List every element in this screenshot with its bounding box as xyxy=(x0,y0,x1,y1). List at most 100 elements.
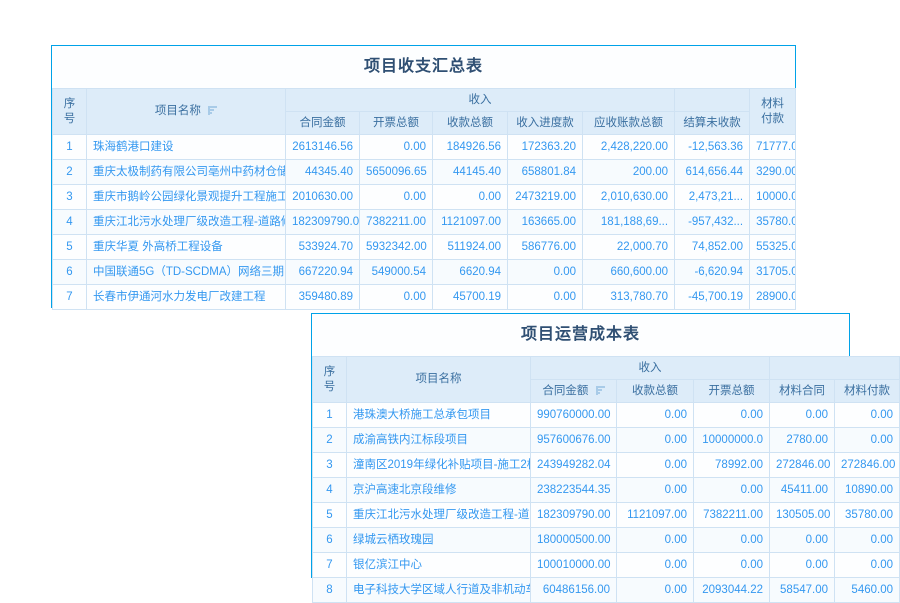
cell-material-contract: 130505.00 xyxy=(769,502,835,528)
table-row[interactable]: 6 绿城云栖玫瑰园 180000500.00 0.00 0.00 0.00 0.… xyxy=(312,527,900,553)
cell-invoice-total: 7382211.00 xyxy=(359,209,433,235)
table-two-group-header-row: 序号 项目名称 收入 xyxy=(312,356,900,403)
project-operating-cost-card: 项目运营成本表 序号 项目名称 收入 合同金额 收款总额 xyxy=(311,313,900,603)
cell-material-payment: 71777.00 xyxy=(749,134,797,160)
cell-project-name[interactable]: 绿城云栖玫瑰园 xyxy=(346,527,531,553)
cell-project-name[interactable]: 京沪高速北京段维修 xyxy=(346,477,531,503)
table-row[interactable]: 7 长春市伊通河水力发电厂改建工程 359480.89 0.00 45700.1… xyxy=(52,284,797,310)
cell-contract-amount: 180000500.00 xyxy=(530,527,617,553)
cell-project-name[interactable]: 重庆江北污水处理厂级改造工程-道路修复 xyxy=(346,502,531,528)
th-settled-unreceived[interactable]: 结算未收款 xyxy=(674,111,751,135)
cell-project-name[interactable]: 重庆江北污水处理厂级改造工程-道路修复工 xyxy=(86,209,286,235)
cell-contract-amount: 100010000.00 xyxy=(530,552,617,578)
th-project-name[interactable]: 项目名称 xyxy=(346,356,531,403)
cell-contract-amount: 243949282.04 xyxy=(530,452,617,478)
cell-seq: 4 xyxy=(312,477,347,503)
th-invoice-total[interactable]: 开票总额 xyxy=(693,379,770,403)
table-row[interactable]: 4 重庆江北污水处理厂级改造工程-道路修复工 182309790.0 73822… xyxy=(52,209,797,235)
table-row[interactable]: 1 珠海鹤港口建设 2613146.56 0.00 184926.56 1723… xyxy=(52,134,797,160)
cell-project-name[interactable]: 电子科技大学区域人行道及非机动车道工 xyxy=(346,577,531,603)
cell-material-payment: 0.00 xyxy=(834,552,900,578)
cell-project-name[interactable]: 成渝高铁内江标段项目 xyxy=(346,427,531,453)
table-row[interactable]: 4 京沪高速北京段维修 238223544.35 0.00 0.00 45411… xyxy=(312,477,900,503)
cell-contract-amount: 2010630.00 xyxy=(285,184,360,210)
project-income-expense-summary-card: 项目收支汇总表 序号 项目名称 收入 材料付款 xyxy=(51,45,797,310)
cell-project-name[interactable]: 长春市伊通河水力发电厂改建工程 xyxy=(86,284,286,310)
cell-project-name[interactable]: 重庆华夏 外高桥工程设备 xyxy=(86,234,286,260)
th-seq[interactable]: 序号 xyxy=(52,88,87,135)
cell-income-progress: 658801.84 xyxy=(507,159,583,185)
th-contract-amount-label: 合同金额 xyxy=(542,385,589,397)
th-project-name[interactable]: 项目名称 xyxy=(86,88,286,135)
table-row[interactable]: 1 港珠澳大桥施工总承包项目 990760000.00 0.00 0.00 0.… xyxy=(312,402,900,428)
cell-seq: 2 xyxy=(312,427,347,453)
cell-seq: 4 xyxy=(52,209,87,235)
cell-invoice-total: 0.00 xyxy=(693,552,770,578)
cell-settled-unreceived: 614,656.44 xyxy=(674,159,751,185)
cell-material-contract: 2780.00 xyxy=(769,427,835,453)
cell-receipt-total: 45700.19 xyxy=(432,284,508,310)
cell-receipt-total: 6620.94 xyxy=(432,259,508,285)
th-material-contract[interactable]: 材料合同 xyxy=(769,379,835,403)
cell-contract-amount: 182309790.0 xyxy=(285,209,360,235)
table-one-title: 项目收支汇总表 xyxy=(52,46,795,88)
cell-income-progress: 163665.00 xyxy=(507,209,583,235)
cell-settled-unreceived: -957,432... xyxy=(674,209,751,235)
cell-project-name[interactable]: 珠海鹤港口建设 xyxy=(86,134,286,160)
th-group-blank-material xyxy=(769,356,900,380)
table-row[interactable]: 8 电子科技大学区域人行道及非机动车道工 60486156.00 0.00 20… xyxy=(312,577,900,603)
cell-project-name[interactable]: 银亿滨江中心 xyxy=(346,552,531,578)
table-row[interactable]: 6 中国联通5G（TD-SCDMA）网络三期四川] 667220.94 5490… xyxy=(52,259,797,285)
cell-seq: 5 xyxy=(312,502,347,528)
th-material-payment[interactable]: 材料付款 xyxy=(834,379,900,403)
th-contract-amount[interactable]: 合同金额 xyxy=(285,111,360,135)
cell-material-payment: 55325.00 xyxy=(749,234,797,260)
table-row[interactable]: 3 潼南区2019年绿化补贴项目-施工2标段 243949282.04 0.00… xyxy=(312,452,900,478)
cell-project-name[interactable]: 中国联通5G（TD-SCDMA）网络三期四川] xyxy=(86,259,286,285)
th-income-progress[interactable]: 收入进度款 xyxy=(507,111,583,135)
th-contract-amount[interactable]: 合同金额 xyxy=(530,379,617,403)
cell-project-name[interactable]: 港珠澳大桥施工总承包项目 xyxy=(346,402,531,428)
cell-material-payment: 272846.00 xyxy=(834,452,900,478)
cell-project-name[interactable]: 重庆太极制药有限公司亳州中药材仓储物流 xyxy=(86,159,286,185)
cell-seq: 1 xyxy=(312,402,347,428)
cell-invoice-total: 0.00 xyxy=(693,527,770,553)
cell-seq: 7 xyxy=(312,552,347,578)
table-two-column-header-row: 合同金额 收款总额 开票总额 材料合同 材料付款 xyxy=(313,379,900,403)
th-receivable-total[interactable]: 应收账款总额 xyxy=(581,111,676,135)
cell-project-name[interactable]: 重庆市鹅岭公园绿化景观提升工程施工 xyxy=(86,184,286,210)
sort-icon[interactable] xyxy=(208,106,218,115)
cell-project-name[interactable]: 潼南区2019年绿化补贴项目-施工2标段 xyxy=(346,452,531,478)
table-row[interactable]: 5 重庆华夏 外高桥工程设备 533924.70 5932342.00 5119… xyxy=(52,234,797,260)
table-row[interactable]: 3 重庆市鹅岭公园绿化景观提升工程施工 2010630.00 0.00 0.00… xyxy=(52,184,797,210)
cell-seq: 5 xyxy=(52,234,87,260)
cell-settled-unreceived: 2,473,21... xyxy=(674,184,751,210)
cell-material-payment: 0.00 xyxy=(834,427,900,453)
th-group-income: 收入 xyxy=(284,88,676,112)
th-invoice-total[interactable]: 开票总额 xyxy=(359,111,433,135)
th-receipt-total[interactable]: 收款总额 xyxy=(616,379,694,403)
table-row[interactable]: 5 重庆江北污水处理厂级改造工程-道路修复 182309790.00 11210… xyxy=(312,502,900,528)
cell-contract-amount: 44345.40 xyxy=(285,159,360,185)
cell-material-contract: 0.00 xyxy=(769,527,835,553)
cell-material-payment: 28900.00 xyxy=(749,284,797,310)
cell-receipt-total: 0.00 xyxy=(616,452,694,478)
cell-contract-amount: 60486156.00 xyxy=(530,577,617,603)
cell-contract-amount: 359480.89 xyxy=(285,284,360,310)
cell-receivable-total: 22,000.70 xyxy=(581,234,676,260)
cell-receipt-total: 0.00 xyxy=(616,552,694,578)
cell-seq: 8 xyxy=(312,577,347,603)
cell-invoice-total: 7382211.00 xyxy=(693,502,770,528)
th-receipt-total[interactable]: 收款总额 xyxy=(432,111,508,135)
table-row[interactable]: 2 成渝高铁内江标段项目 957600676.00 0.00 10000000.… xyxy=(312,427,900,453)
th-material-payment[interactable]: 材料付款 xyxy=(749,88,797,135)
th-seq[interactable]: 序号 xyxy=(312,356,347,403)
cell-material-payment: 0.00 xyxy=(834,402,900,428)
table-row[interactable]: 2 重庆太极制药有限公司亳州中药材仓储物流 44345.40 5650096.6… xyxy=(52,159,797,185)
cell-receipt-total: 184926.56 xyxy=(432,134,508,160)
sort-icon[interactable] xyxy=(595,386,605,395)
cell-income-progress: 2473219.00 xyxy=(507,184,583,210)
cell-receivable-total: 313,780.70 xyxy=(581,284,676,310)
cell-material-payment: 10890.00 xyxy=(834,477,900,503)
table-row[interactable]: 7 银亿滨江中心 100010000.00 0.00 0.00 0.00 0.0… xyxy=(312,552,900,578)
